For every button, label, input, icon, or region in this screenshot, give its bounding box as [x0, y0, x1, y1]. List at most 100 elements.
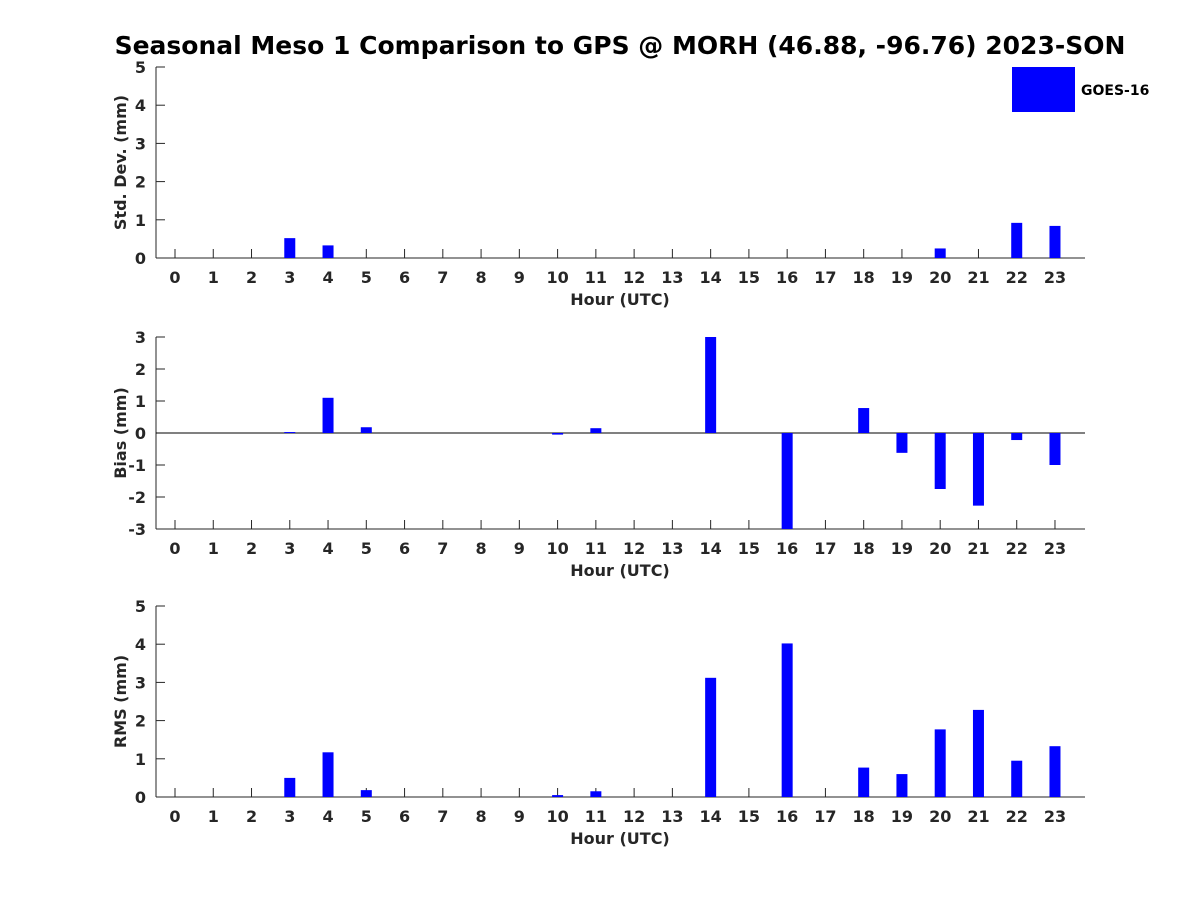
bar	[284, 432, 296, 434]
y-tick-label: 1	[135, 211, 146, 230]
y-tick-label: 2	[135, 360, 146, 379]
y-tick-label: 1	[135, 392, 146, 411]
x-tick-label: 1	[208, 807, 219, 826]
x-tick-label: 4	[322, 807, 333, 826]
x-tick-label: 8	[476, 268, 487, 287]
x-tick-label: 12	[623, 539, 645, 558]
x-tick-label: 23	[1044, 807, 1066, 826]
y-tick-label: 3	[135, 328, 146, 347]
x-tick-label: 23	[1044, 539, 1066, 558]
x-tick-label: 15	[738, 807, 760, 826]
x-tick-label: 15	[738, 539, 760, 558]
x-axis-label: Hour (UTC)	[570, 829, 670, 848]
bar	[781, 643, 793, 797]
bar	[972, 433, 984, 506]
bar	[284, 777, 296, 797]
x-tick-label: 14	[700, 268, 722, 287]
x-tick-label: 9	[514, 268, 525, 287]
x-tick-label: 14	[700, 807, 722, 826]
x-tick-label: 8	[476, 807, 487, 826]
x-tick-label: 12	[623, 807, 645, 826]
bar	[1011, 760, 1023, 797]
x-tick-label: 16	[776, 539, 798, 558]
bar	[705, 677, 717, 797]
bar	[1049, 746, 1061, 797]
x-tick-label: 6	[399, 268, 410, 287]
bar	[590, 428, 602, 433]
x-tick-label: 21	[967, 539, 989, 558]
x-tick-label: 7	[437, 539, 448, 558]
x-tick-label: 21	[967, 807, 989, 826]
x-tick-label: 12	[623, 268, 645, 287]
x-tick-label: 8	[476, 539, 487, 558]
x-tick-label: 19	[891, 807, 913, 826]
x-tick-label: 16	[776, 807, 798, 826]
y-tick-label: -1	[128, 456, 146, 475]
legend-label: GOES-16	[1081, 83, 1149, 99]
x-tick-label: 23	[1044, 268, 1066, 287]
x-tick-label: 10	[546, 539, 568, 558]
x-tick-label: 3	[284, 539, 295, 558]
bar	[552, 433, 564, 435]
bar	[934, 433, 946, 489]
legend: GOES-16	[1012, 67, 1149, 112]
y-tick-label: 2	[135, 712, 146, 731]
x-tick-label: 11	[585, 539, 607, 558]
x-tick-label: 14	[700, 539, 722, 558]
x-tick-label: 7	[437, 268, 448, 287]
x-tick-label: 19	[891, 268, 913, 287]
x-tick-label: 18	[853, 807, 875, 826]
bar	[284, 238, 296, 258]
bar	[896, 433, 908, 453]
x-tick-label: 11	[585, 807, 607, 826]
x-axis-label: Hour (UTC)	[570, 561, 670, 580]
x-tick-label: 3	[284, 807, 295, 826]
x-tick-label: 5	[361, 268, 372, 287]
y-tick-label: 1	[135, 750, 146, 769]
bar	[934, 248, 946, 258]
chart-title: Seasonal Meso 1 Comparison to GPS @ MORH…	[115, 31, 1126, 60]
bar	[1049, 433, 1061, 465]
y-axis-label: Bias (mm)	[111, 387, 130, 479]
x-tick-label: 20	[929, 268, 951, 287]
y-tick-label: -2	[128, 488, 146, 507]
bar	[896, 774, 908, 797]
x-tick-label: 19	[891, 539, 913, 558]
x-tick-label: 1	[208, 268, 219, 287]
x-tick-label: 18	[853, 539, 875, 558]
x-tick-label: 10	[546, 807, 568, 826]
bar	[858, 408, 870, 433]
x-tick-label: 2	[246, 539, 257, 558]
x-tick-label: 0	[169, 539, 180, 558]
y-axis-label: RMS (mm)	[111, 655, 130, 748]
bar	[322, 245, 334, 258]
legend-swatch	[1012, 67, 1075, 112]
y-tick-label: 5	[135, 597, 146, 616]
bar	[1011, 433, 1023, 441]
y-tick-label: 0	[135, 424, 146, 443]
x-tick-label: 4	[322, 268, 333, 287]
bar	[360, 790, 372, 797]
x-tick-label: 1	[208, 539, 219, 558]
bar	[1049, 225, 1061, 258]
bar	[1011, 222, 1023, 258]
y-tick-label: 3	[135, 134, 146, 153]
x-tick-label: 17	[814, 268, 836, 287]
bar	[972, 709, 984, 797]
x-tick-label: 5	[361, 807, 372, 826]
bar	[360, 427, 372, 433]
x-tick-label: 22	[1006, 268, 1028, 287]
y-tick-label: -3	[128, 520, 146, 539]
x-tick-label: 2	[246, 807, 257, 826]
y-tick-label: 0	[135, 788, 146, 807]
x-tick-label: 21	[967, 268, 989, 287]
bar	[858, 767, 870, 797]
y-tick-label: 4	[135, 635, 146, 654]
x-tick-label: 4	[322, 539, 333, 558]
x-tick-label: 13	[661, 807, 683, 826]
bar	[934, 729, 946, 797]
x-tick-label: 6	[399, 539, 410, 558]
